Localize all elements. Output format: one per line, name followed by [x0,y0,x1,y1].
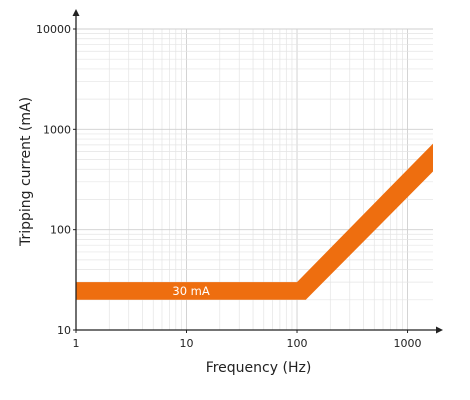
x-tick-label: 10 [180,337,194,350]
x-axis-title: Frequency (Hz) [206,360,312,376]
band-30ma [76,143,433,300]
band-label: 30 mA [172,284,209,298]
y-tick-label: 10 [57,324,71,337]
series-bands: 30 mA [76,143,433,300]
x-axis-arrow [436,326,443,334]
x-tick-label: 1000 [394,337,422,350]
y-axis-title: Tripping current (mA) [18,97,34,247]
axes [72,9,443,334]
y-axis-arrow [72,9,80,16]
x-tick-label: 1 [73,337,80,350]
x-tick-label: 100 [287,337,308,350]
y-tick-label: 100 [50,224,71,237]
y-tick-label: 1000 [43,123,71,136]
y-tick-label: 10000 [36,23,71,36]
